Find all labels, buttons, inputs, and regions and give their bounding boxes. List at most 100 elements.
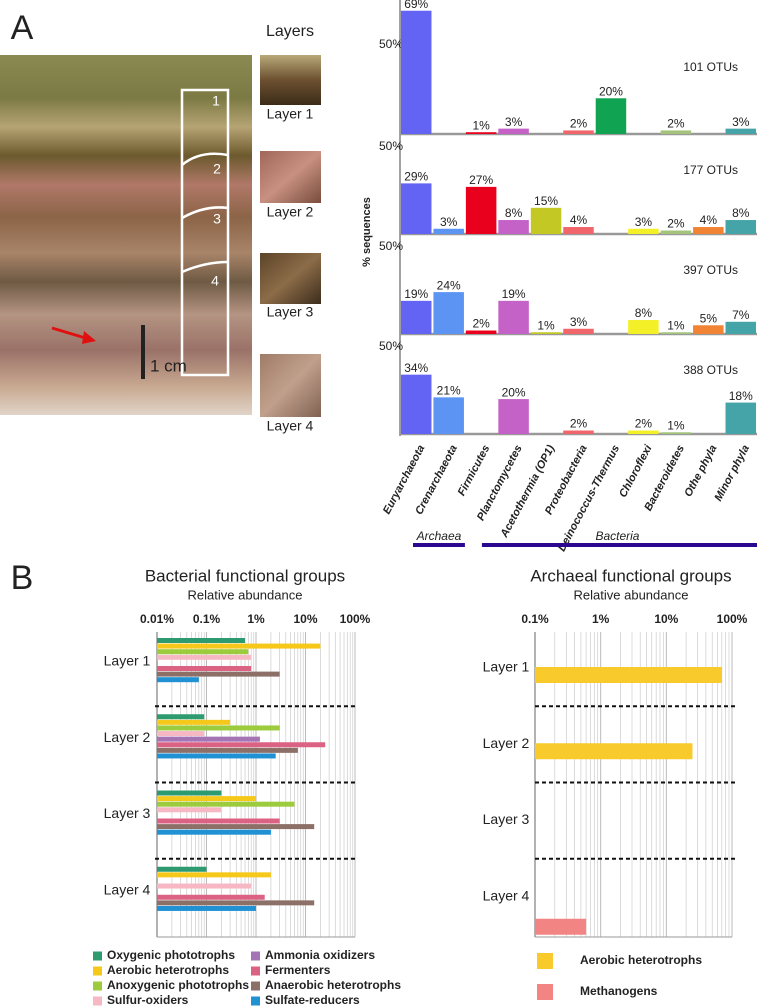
panel-label: B [11, 559, 34, 597]
legend-swatch [251, 951, 260, 961]
photo: 1 2 3 4 1 cm Layers Layer 1 Layer 2 Laye… [0, 23, 321, 434]
bar [157, 654, 252, 660]
bar [660, 130, 692, 134]
thumbnail [260, 253, 321, 304]
bar [157, 649, 249, 655]
x-tick-label: 1% [247, 612, 265, 626]
bar [157, 736, 260, 742]
bar [530, 207, 562, 234]
bar [157, 719, 231, 725]
legend-swatch [93, 966, 102, 976]
bar [535, 667, 722, 683]
bar [725, 321, 757, 334]
panel-annotation: 177 OTUs [683, 163, 738, 177]
bar [628, 320, 659, 334]
bar [157, 677, 199, 683]
y-tick-label: Layer 2 [104, 729, 151, 745]
thumbnail [260, 55, 321, 105]
y-tick-label: Layer 1 [483, 659, 530, 675]
x-tick-label: Minor phyla [712, 443, 752, 503]
bar [433, 397, 464, 434]
bar [157, 666, 252, 671]
bar [498, 128, 529, 134]
bar [535, 918, 587, 935]
bar [465, 132, 497, 134]
value-label: 5% [700, 311, 718, 325]
sample-box [180, 88, 230, 377]
x-tick-label: 10% [293, 612, 317, 626]
y-tick-label: Layer 3 [483, 811, 530, 827]
sample-photo [0, 55, 252, 415]
bar [157, 818, 280, 824]
bar [530, 332, 562, 334]
scale-bar-label: 1 cm [150, 356, 187, 375]
value-label: 34% [404, 361, 428, 375]
value-label: 8% [505, 206, 523, 220]
thumbnail [260, 151, 321, 203]
x-tick-label: 1% [592, 612, 610, 626]
legend-label: Anoxygenic phototrophs [107, 978, 249, 992]
value-label: 4% [700, 213, 718, 227]
value-label: 3% [505, 115, 523, 129]
bar [400, 374, 432, 434]
bar [465, 186, 497, 234]
value-label: 19% [502, 287, 526, 301]
bar [660, 332, 692, 334]
bar [157, 747, 298, 753]
value-label: 2% [570, 117, 588, 131]
y-axis-label: % sequences [361, 197, 373, 267]
x-axis-label: Relative abundance [188, 587, 303, 602]
legend-label: Fermenters [265, 963, 331, 977]
bar [157, 900, 315, 906]
bar [725, 128, 757, 134]
bar [157, 894, 265, 900]
bar [498, 300, 529, 334]
value-label: 2% [635, 417, 653, 431]
legend-swatch [537, 953, 553, 969]
bar [660, 432, 692, 434]
value-label: 15% [534, 194, 558, 208]
bar [725, 220, 757, 234]
legend-swatch [251, 966, 260, 976]
bar [157, 638, 246, 643]
value-label: 7% [732, 308, 750, 322]
arrow-head [82, 331, 96, 344]
x-tick-label: 0.1% [521, 612, 549, 626]
value-label: 1% [667, 318, 685, 332]
box-label: 1 [212, 93, 220, 109]
bar [465, 330, 497, 334]
value-label: 18% [729, 389, 753, 403]
bar [157, 905, 256, 911]
bar [157, 731, 205, 737]
value-label: 3% [570, 315, 588, 329]
layer-divider [181, 152, 229, 274]
bar [157, 643, 321, 649]
panel-annotation: 397 OTUs [683, 263, 738, 277]
y-tick-label: 50% [379, 139, 403, 153]
bar [157, 872, 271, 878]
value-label: 21% [437, 384, 461, 398]
panel-annotation: 388 OTUs [683, 363, 738, 377]
bar [693, 325, 724, 334]
group-label: Bacteria [595, 529, 639, 543]
value-label: 3% [732, 115, 750, 129]
bar [563, 227, 594, 234]
chart-title: Archaeal functional groups [530, 566, 731, 585]
legend-label: Aerobic heterotrophs [107, 963, 229, 977]
bar [400, 183, 432, 234]
value-label: 2% [667, 217, 685, 231]
thumbnail [260, 354, 321, 417]
box-label: 4 [211, 273, 219, 289]
bar [595, 98, 627, 134]
bar [498, 220, 529, 234]
bar [157, 866, 207, 872]
legend-label: Oxygenic phototrophs [107, 948, 235, 962]
value-label: 1% [537, 318, 555, 332]
bar [535, 743, 693, 760]
bar [693, 227, 724, 234]
legend-swatch [93, 981, 102, 991]
bar [157, 742, 326, 748]
chart-title: Bacterial functional groups [145, 566, 345, 585]
y-tick-label: 50% [379, 339, 403, 353]
value-label: 3% [440, 215, 458, 229]
